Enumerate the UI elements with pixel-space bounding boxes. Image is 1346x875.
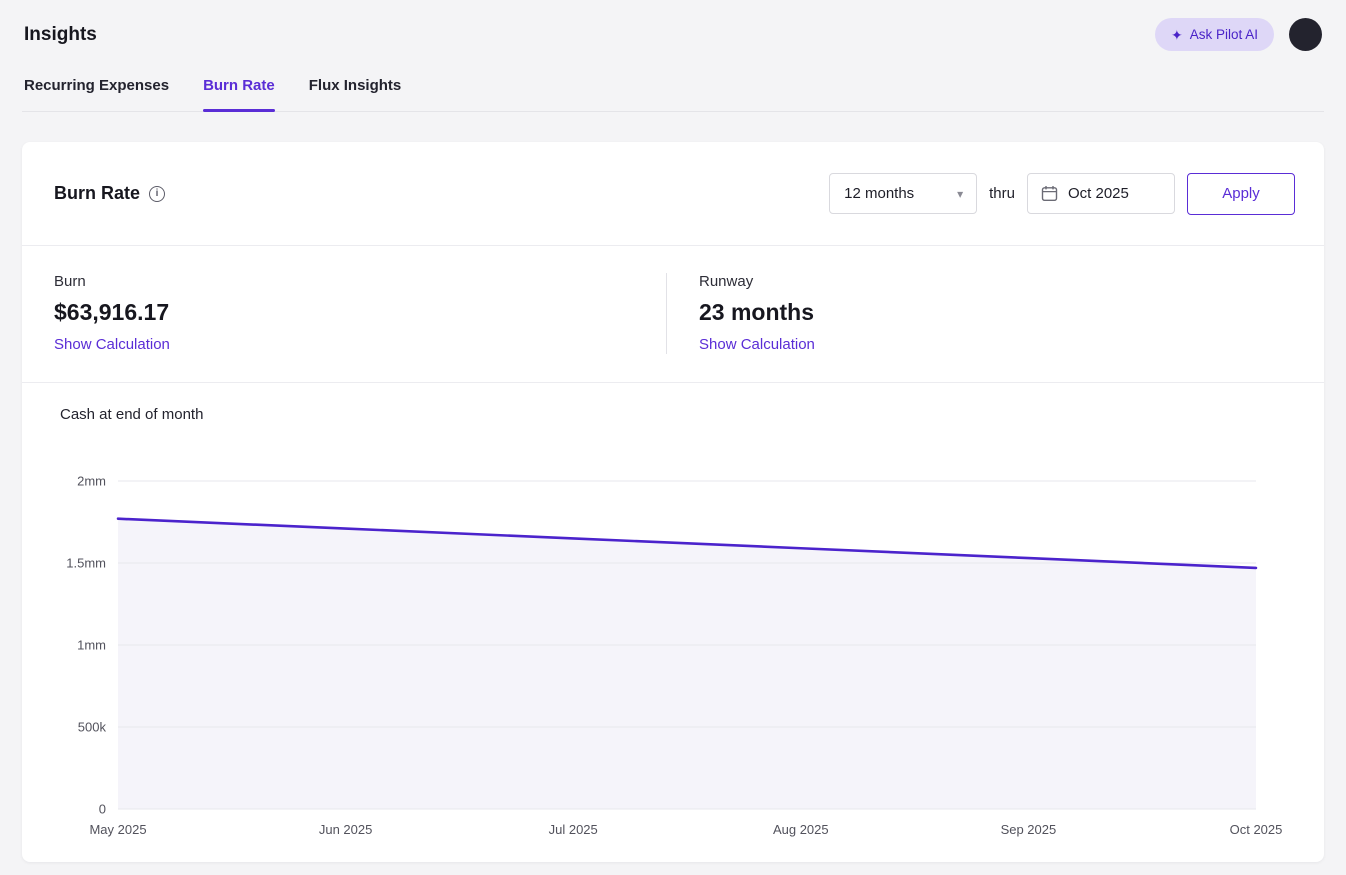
chart-section: Cash at end of month 0 500k 1mm 1.5mm 2mm May…: [22, 383, 1324, 856]
svg-text:2mm: 2mm: [77, 474, 106, 489]
cash-area-chart: 0 500k 1mm 1.5mm 2mm May 2025 Jun 2025 Jul 2025…: [66, 474, 1283, 838]
svg-text:Sep 2025: Sep 2025: [1001, 822, 1057, 837]
burn-label: Burn: [54, 273, 86, 290]
ask-pilot-ai-label: Ask Pilot AI: [1189, 27, 1258, 42]
card-title: Burn Rate: [54, 183, 141, 203]
period-controls: 12 months ▾ thru Oct 2025 App: [829, 172, 1295, 215]
thru-label: thru: [989, 185, 1015, 202]
svg-text:Jul 2025: Jul 2025: [549, 822, 598, 837]
tab-flux-insights[interactable]: Flux Insights: [308, 77, 402, 94]
svg-text:May 2025: May 2025: [89, 822, 146, 837]
stats-row: Burn $63,916.17 Show Calculation Runway …: [22, 246, 1324, 383]
info-icon[interactable]: i: [149, 186, 166, 202]
svg-text:Oct 2025: Oct 2025: [1230, 822, 1283, 837]
svg-text:0: 0: [99, 802, 106, 817]
page-title: Insights: [24, 23, 97, 45]
tab-burn-rate[interactable]: Burn Rate: [203, 69, 275, 112]
page-header: Insights ✦ Ask Pilot AI: [0, 0, 1346, 65]
svg-text:1mm: 1mm: [77, 638, 106, 653]
burn-stat: Burn $63,916.17 Show Calculation: [22, 273, 666, 354]
svg-text:500k: 500k: [78, 720, 107, 735]
svg-text:Jun 2025: Jun 2025: [319, 822, 373, 837]
tab-recurring-expenses[interactable]: Recurring Expenses: [24, 77, 170, 94]
tab-bar: Recurring Expenses Burn Rate Flux Insights: [22, 69, 1324, 112]
chevron-down-icon: ▾: [957, 186, 964, 201]
date-value: Oct 2025: [1068, 185, 1129, 202]
runway-stat: Runway 23 months Show Calculation: [666, 273, 1324, 354]
burn-show-calculation-link[interactable]: Show Calculation: [54, 336, 170, 353]
card-header: Burn Rate i 12 months ▾ thru: [22, 142, 1324, 246]
burn-value: $63,916.17: [54, 299, 170, 325]
avatar[interactable]: [1289, 18, 1322, 51]
period-select[interactable]: 12 months ▾: [829, 173, 978, 214]
runway-value: 23 months: [699, 299, 815, 325]
runway-label: Runway: [699, 273, 754, 290]
runway-show-calculation-link[interactable]: Show Calculation: [699, 336, 815, 353]
apply-button[interactable]: Apply: [1187, 172, 1295, 215]
ask-pilot-ai-button[interactable]: ✦ Ask Pilot AI: [1154, 18, 1274, 51]
svg-text:1.5mm: 1.5mm: [66, 556, 106, 571]
svg-text:Aug 2025: Aug 2025: [773, 822, 829, 837]
sparkle-icon: ✦: [1170, 26, 1183, 43]
calendar-icon: [1041, 185, 1058, 202]
card-title-row: Burn Rate i: [54, 183, 166, 204]
burn-rate-card: Burn Rate i 12 months ▾ thru: [22, 142, 1324, 862]
period-select-value: 12 months: [844, 185, 915, 202]
header-actions: ✦ Ask Pilot AI: [1154, 18, 1322, 51]
date-input[interactable]: Oct 2025: [1027, 173, 1175, 214]
chart-title: Cash at end of month: [60, 406, 204, 423]
